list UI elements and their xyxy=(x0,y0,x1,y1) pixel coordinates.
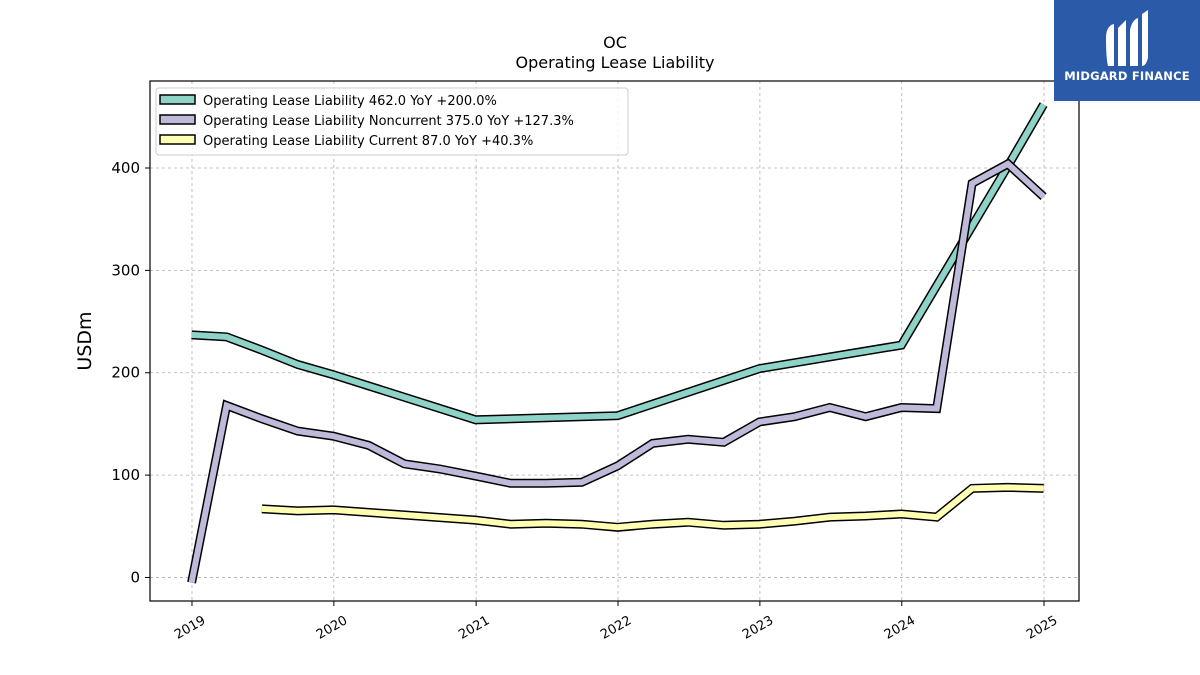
y-tick-label: 200 xyxy=(111,364,140,382)
legend-label: Operating Lease Liability Noncurrent 375… xyxy=(203,114,574,129)
series-layer xyxy=(187,102,1048,584)
x-tick-label: 2019 xyxy=(172,613,208,643)
y-axis-label: USDm xyxy=(74,311,96,370)
x-tick-label: 2023 xyxy=(740,613,776,643)
y-tick-label: 300 xyxy=(111,261,140,279)
legend-box xyxy=(155,87,629,156)
legend-label: Operating Lease Liability 462.0 YoY +200… xyxy=(203,94,497,109)
plot-frame xyxy=(149,80,1080,602)
x-tick-label: 2024 xyxy=(882,613,918,643)
brand-logo-icon xyxy=(1106,10,1148,66)
tick-layer: 2019 2020 2021 2022 2023 2024 2025 0 100 200 300 40… xyxy=(111,159,1060,643)
x-tick-label: 2025 xyxy=(1024,613,1060,643)
x-tick-label: 2021 xyxy=(456,613,492,643)
x-tick-label: 2022 xyxy=(598,613,634,643)
series-line-3 xyxy=(261,484,1044,531)
y-tick-label: 100 xyxy=(111,466,140,484)
brand-name: MIDGARD FINANCE xyxy=(1064,69,1190,83)
series-line-1 xyxy=(191,102,1047,423)
chart-subtitle: Operating Lease Liability xyxy=(515,53,714,72)
chart-title: OC xyxy=(603,33,627,52)
legend-swatch xyxy=(159,114,196,125)
legend-swatch xyxy=(159,134,196,145)
y-tick-label: 400 xyxy=(111,159,140,177)
series-line-2 xyxy=(188,160,1046,584)
legend-label: Operating Lease Liability Current 87.0 Y… xyxy=(203,134,533,149)
y-tick-label: 0 xyxy=(130,568,140,586)
legend: Operating Lease Liability 462.0 YoY +200… xyxy=(155,87,629,156)
legend-swatch xyxy=(159,94,196,105)
brand-logo: MIDGARD FINANCE xyxy=(1054,0,1200,101)
x-tick-label: 2020 xyxy=(314,613,350,643)
